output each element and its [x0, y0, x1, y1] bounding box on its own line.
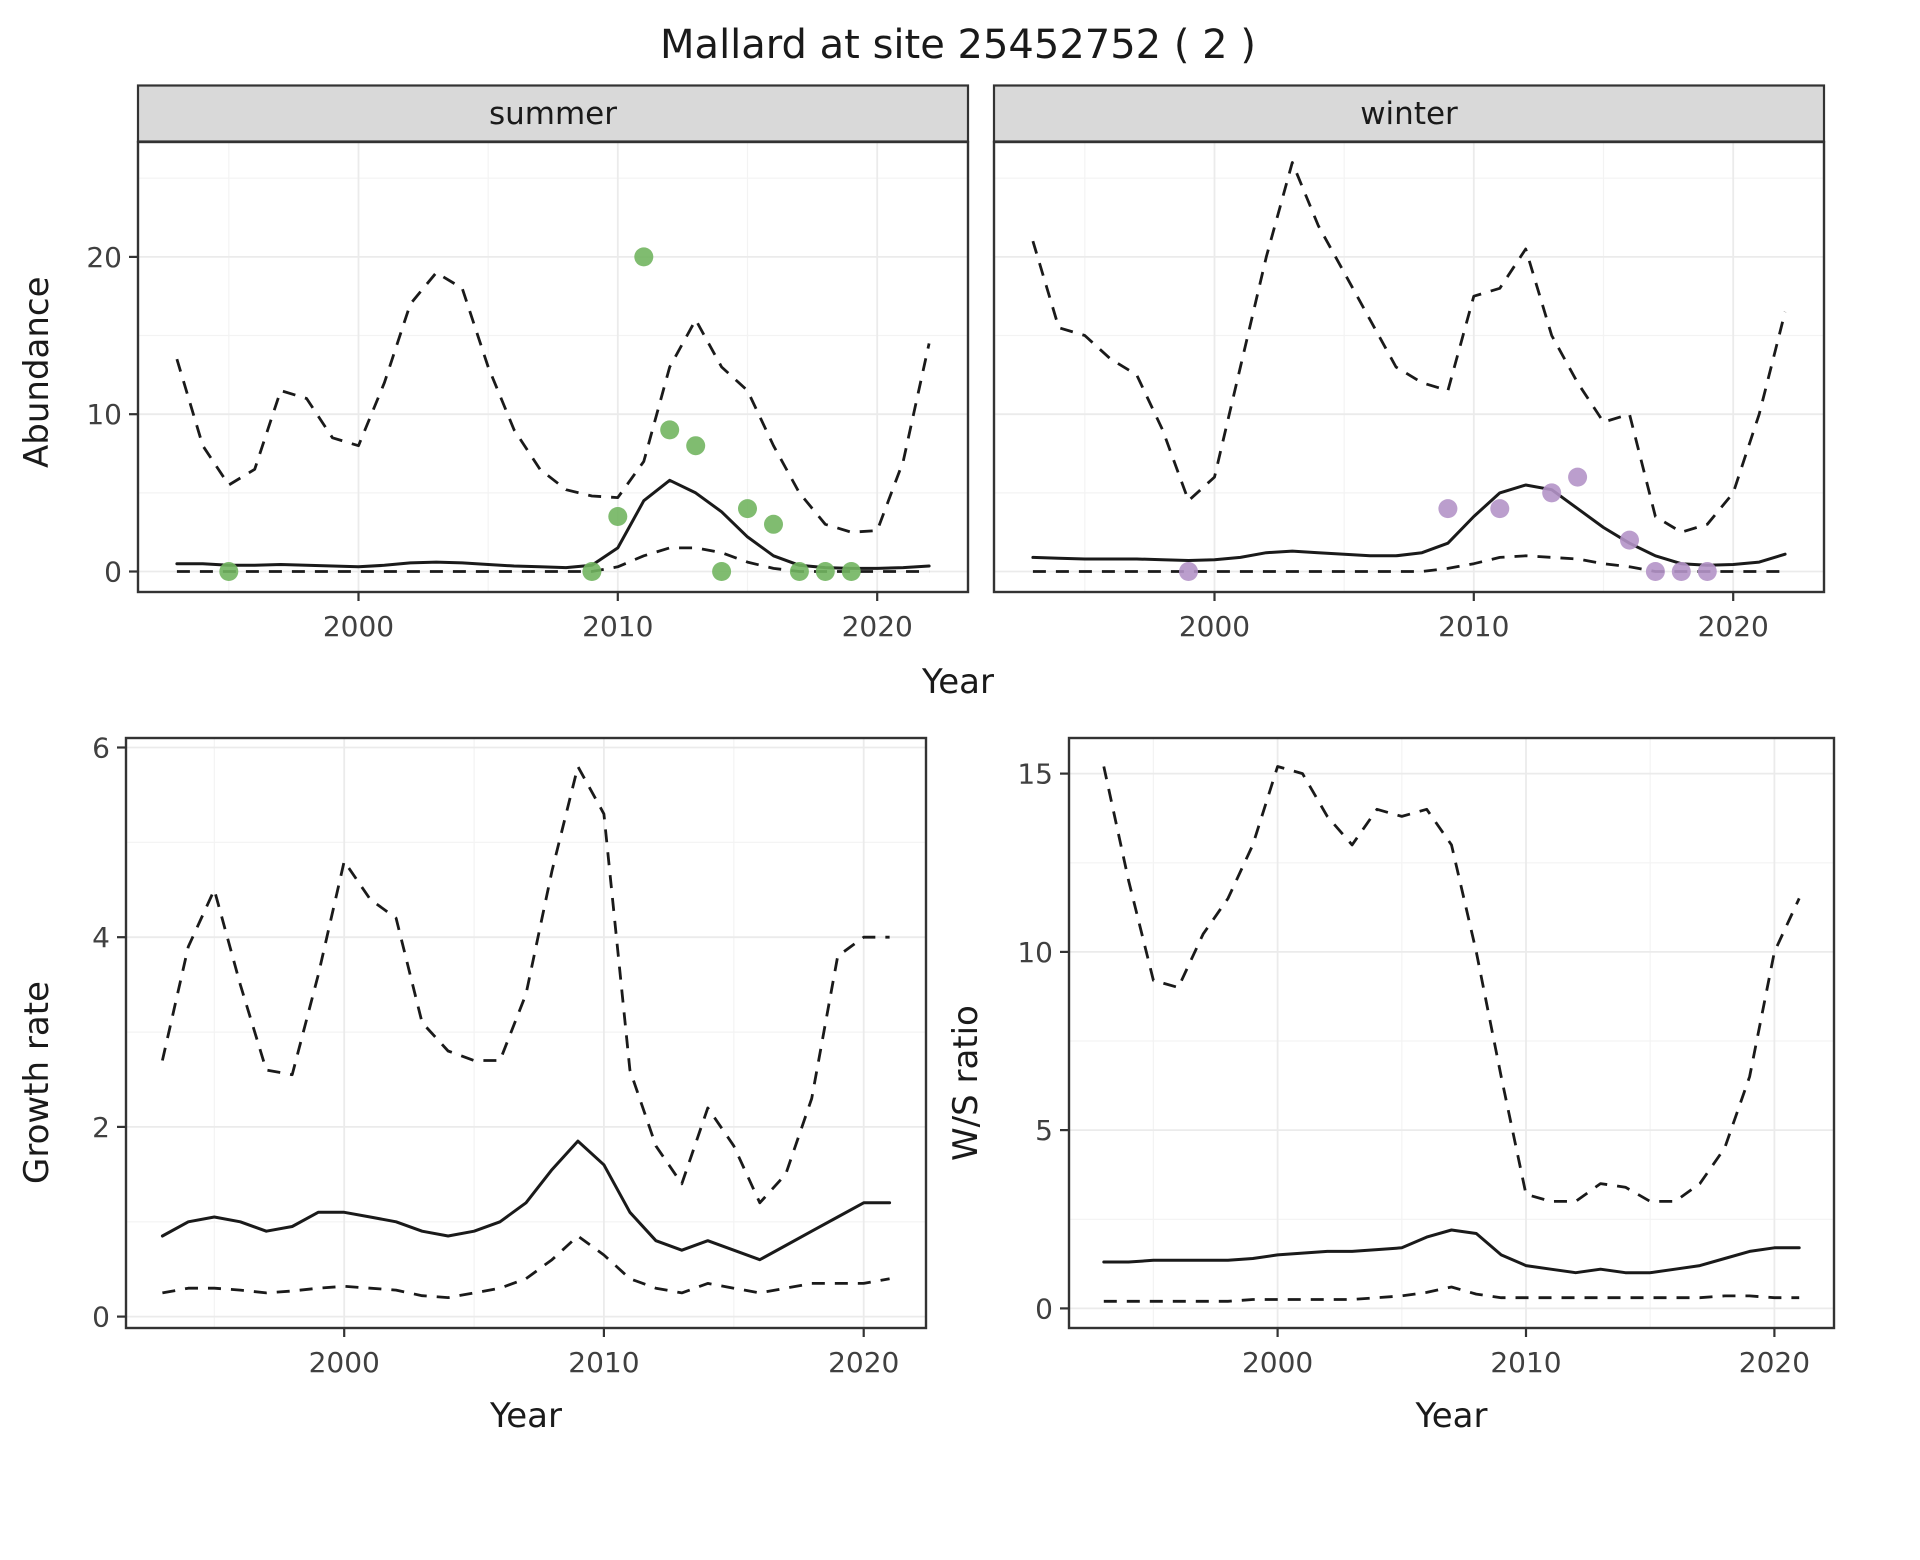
observed-counts-summer-point	[219, 562, 239, 581]
x-tick-label: 2000	[1242, 1346, 1313, 1379]
facet-strip	[136, 84, 970, 143]
abundance-facet-row: Abundance summer 2000 2010 2020 0 10 20 winter…	[14, 84, 1902, 660]
observed-counts-winter-point	[1179, 562, 1198, 581]
ws-ratio-mean-line	[1102, 1228, 1801, 1275]
abundance-winter-upper-ci-line	[1031, 161, 1787, 534]
x-tick-label: 2000	[323, 610, 394, 643]
panel-border	[1067, 736, 1836, 1330]
growth-rate-x-axis-label: Year	[490, 1396, 562, 1436]
y-tick-label: 10	[1017, 936, 1053, 969]
observed-counts-winter-point	[1645, 562, 1665, 581]
x-tick-label: 2020	[1739, 1346, 1810, 1379]
abundance-winter-mean-line	[1031, 483, 1787, 567]
growth-rate-chart: 2000 2010 2020 0 2 4 6	[60, 730, 932, 1396]
facet-strip-label: summer	[489, 96, 617, 132]
y-tick-label: 0	[104, 556, 122, 589]
observed-counts-summer-point	[634, 247, 654, 267]
panel-border	[124, 736, 928, 1330]
observed-counts-summer-point	[789, 562, 809, 581]
plot-title: Mallard at site 25452752 ( 2 )	[660, 22, 1256, 68]
x-tick-label: 2020	[842, 610, 913, 643]
growth-rate-plot: Growth rate 2000 2010 2020 0 2 4 6 Year	[14, 730, 932, 1436]
ws-ratio-svg: 2000 2010 2020 0 5 10 15	[1017, 736, 1836, 1379]
y-tick-label: 20	[86, 241, 122, 274]
y-tick-label: 0	[1035, 1292, 1053, 1325]
y-tick-label: 15	[1017, 758, 1053, 791]
top-year-x-axis-label: Year	[922, 662, 994, 702]
abundance-summer-upper-ci-line	[175, 271, 931, 534]
observed-counts-summer-point	[764, 514, 783, 534]
abundance-summer-chart: summer 2000 2010 2020 0 10 20	[60, 84, 970, 660]
observed-counts-winter-point	[1697, 562, 1717, 581]
y-tick-label: 10	[86, 398, 122, 431]
facet-panel-winter: winter 2000 2010 2020	[984, 84, 1834, 660]
y-tick-label: 5	[1035, 1114, 1053, 1147]
panel-background	[138, 142, 968, 592]
ws-ratio-lower-ci-line	[1103, 1285, 1800, 1303]
abundance-y-axis-label: Abundance	[17, 276, 57, 468]
observed-counts-summer-point	[608, 507, 628, 526]
x-tick-label: 2000	[1179, 610, 1250, 643]
abundance-winter-svg: winter 2000 2010 2020	[992, 84, 1826, 643]
ws-ratio-plot: W/S ratio 2000 2010 2020 0 5 10 15 Year	[943, 730, 1842, 1436]
x-tick-label: 2010	[1438, 610, 1509, 643]
observed-counts-summer-point	[815, 562, 835, 581]
observed-counts-summer-point	[660, 420, 680, 440]
derived-metrics-row: Growth rate 2000 2010 2020 0 2 4 6 Year W/S ra…	[14, 730, 1902, 1436]
panel-background	[126, 738, 926, 1328]
observed-counts-winter-point	[1620, 530, 1639, 550]
page-root: Mallard at site 25452752 ( 2 ) Abundance…	[14, 22, 1902, 1436]
ws-ratio-chart: 2000 2010 2020 0 5 10 15	[989, 730, 1842, 1396]
x-tick-label: 2010	[1490, 1346, 1561, 1379]
growth-rate-y-axis-label: Growth rate	[17, 981, 57, 1185]
y-tick-label: 4	[92, 921, 110, 954]
x-tick-label: 2010	[568, 1346, 639, 1379]
observed-counts-summer-point	[712, 562, 732, 581]
observed-counts-summer-point	[686, 436, 706, 456]
panel-background	[1069, 738, 1834, 1328]
observed-counts-summer-point	[582, 562, 602, 581]
growth-rate-lower-ci-line	[162, 1234, 890, 1299]
facet-panel-summer: summer 2000 2010 2020 0 10 20	[60, 84, 970, 660]
panel-background	[994, 142, 1824, 592]
facet-strip	[992, 84, 1826, 143]
growth-rate-mean-line	[160, 1139, 892, 1262]
y-tick-label: 6	[92, 732, 110, 765]
abundance-summer-svg: summer 2000 2010 2020 0 10 20	[86, 84, 970, 643]
ws-ratio-y-axis-label: W/S ratio	[946, 1005, 986, 1161]
x-tick-label: 2020	[828, 1346, 899, 1379]
y-tick-label: 0	[92, 1301, 110, 1334]
observed-counts-summer-point	[738, 499, 757, 519]
y-tick-label: 2	[92, 1111, 110, 1144]
x-tick-label: 2020	[1698, 610, 1769, 643]
observed-counts-winter-point	[1568, 467, 1588, 487]
observed-counts-summer-point	[841, 562, 861, 581]
growth-rate-svg: 2000 2010 2020 0 2 4 6	[92, 732, 928, 1379]
observed-counts-winter-point	[1671, 562, 1691, 581]
observed-counts-winter-point	[1542, 483, 1562, 503]
ws-ratio-upper-ci-line	[1102, 765, 1801, 1203]
observed-counts-winter-point	[1490, 499, 1510, 519]
facet-strip-label: winter	[1360, 96, 1458, 132]
x-tick-label: 2010	[582, 610, 653, 643]
ws-ratio-x-axis-label: Year	[1415, 1396, 1488, 1436]
x-tick-label: 2000	[309, 1346, 380, 1379]
abundance-winter-chart: winter 2000 2010 2020	[984, 84, 1834, 660]
observed-counts-winter-point	[1438, 499, 1458, 519]
